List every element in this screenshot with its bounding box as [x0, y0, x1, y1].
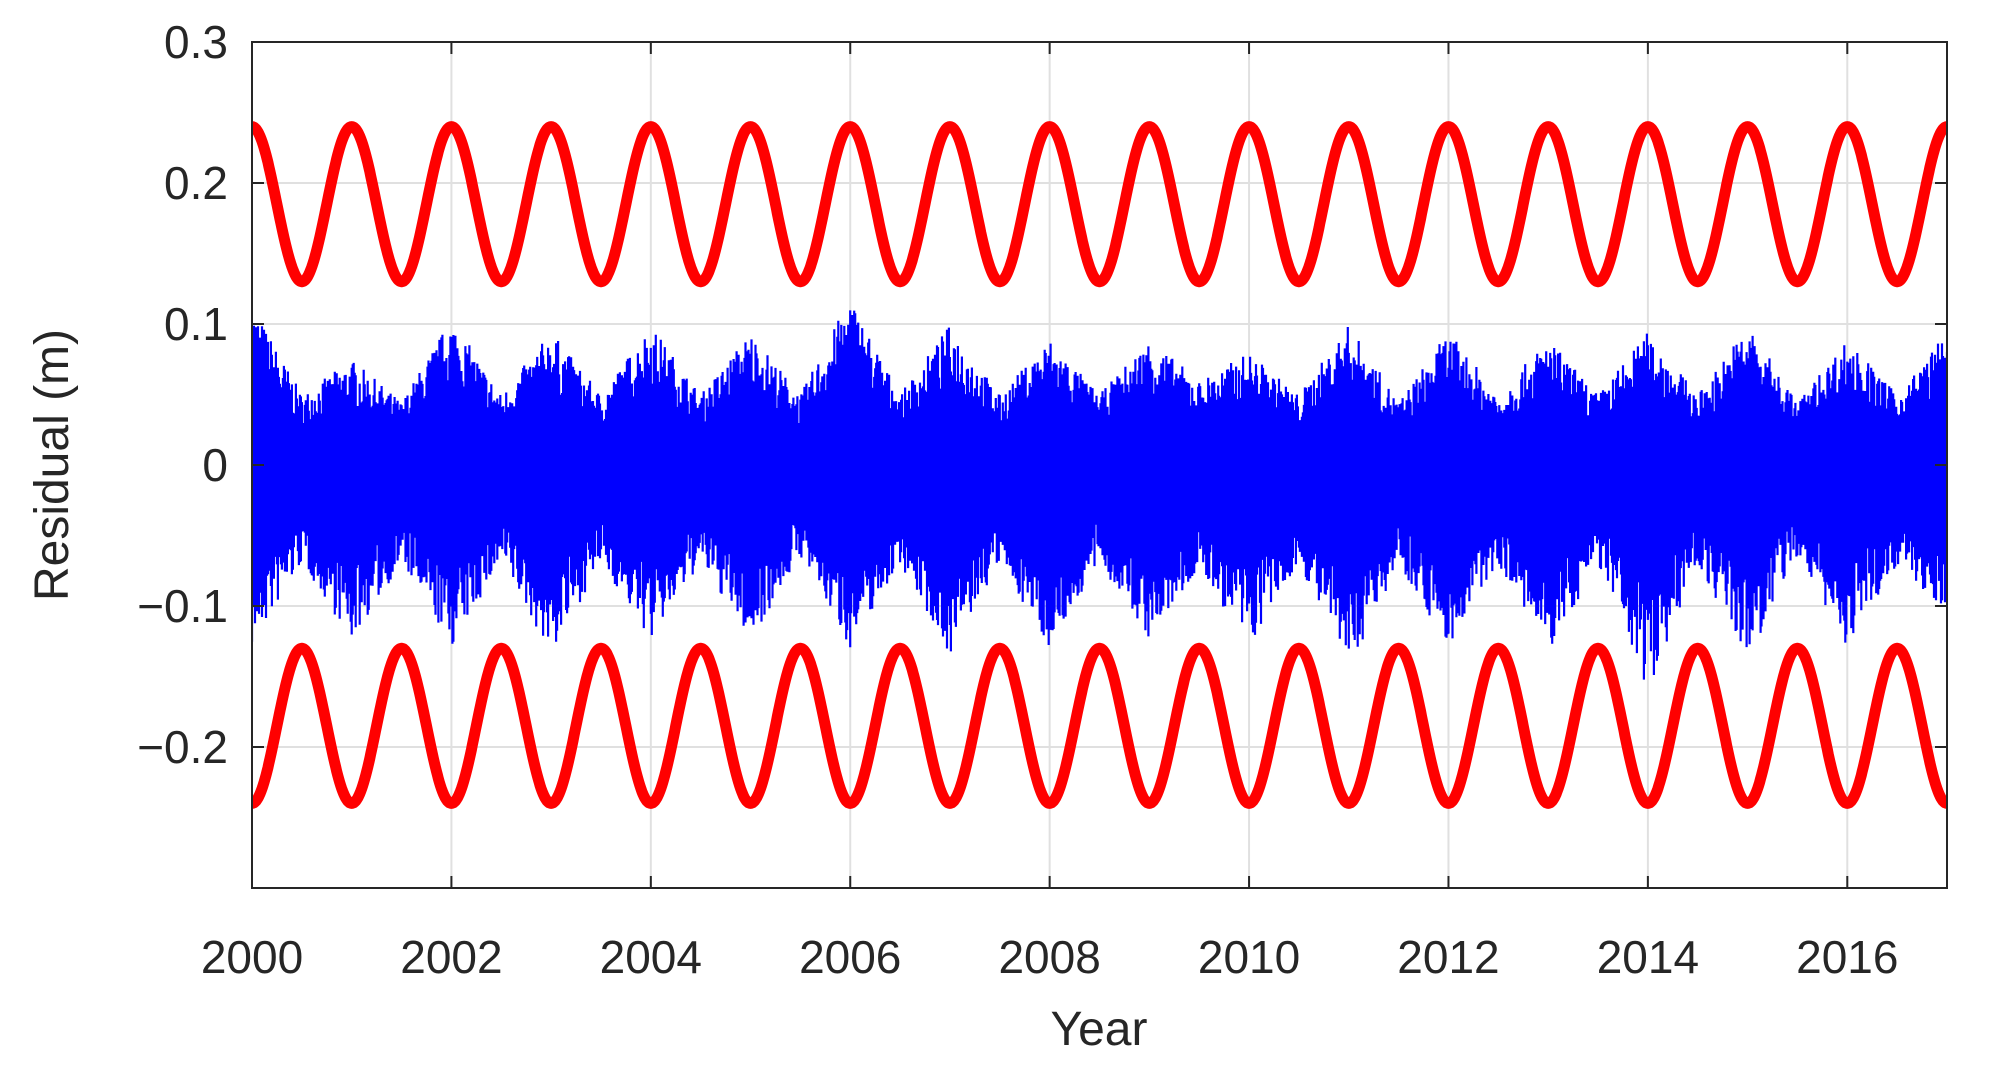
lower-envelope-line: [252, 642, 1947, 809]
y-tick-label: 0.1: [164, 298, 228, 350]
x-axis-label: Year: [1051, 1003, 1148, 1056]
x-tick-label: 2014: [1597, 931, 1699, 983]
x-tick-label: 2000: [201, 931, 303, 983]
residual-series: [252, 310, 1947, 680]
y-tick-label: 0: [202, 439, 228, 491]
x-tick-label: 2008: [998, 931, 1100, 983]
x-tick-label: 2010: [1198, 931, 1300, 983]
upper-envelope-line: [252, 121, 1947, 288]
series-layer: [252, 121, 1947, 809]
y-axis-label: Residual (m): [26, 329, 79, 601]
y-tick-label: 0.2: [164, 157, 228, 209]
x-tick-label: 2004: [600, 931, 702, 983]
axis-ticks: 2000 2002 2004 2006 2008 2010 2012 2014 2016 0.3 0…: [137, 16, 1947, 983]
y-tick-label: 0.3: [164, 16, 228, 68]
y-tick-label: −0.2: [137, 721, 228, 773]
x-tick-label: 2012: [1397, 931, 1499, 983]
x-tick-label: 2016: [1796, 931, 1898, 983]
y-tick-label: −0.1: [137, 580, 228, 632]
x-tick-label: 2006: [799, 931, 901, 983]
x-tick-label: 2002: [400, 931, 502, 983]
